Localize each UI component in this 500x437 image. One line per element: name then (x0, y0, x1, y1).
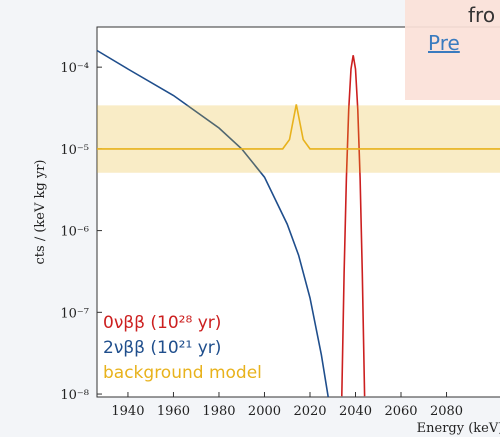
y-tick-label: 10⁻⁶ (60, 225, 89, 240)
x-tick-label: 1960 (157, 404, 190, 419)
series-line (97, 104, 500, 150)
y-tick-label: 10⁻⁴ (60, 61, 89, 76)
x-axis-label: Energy (keV) (417, 421, 500, 436)
legend-entry: background model (103, 363, 262, 383)
x-tick-label: 2060 (384, 404, 417, 419)
series-line (341, 55, 366, 397)
uncertainty-band (97, 105, 500, 173)
series-line (96, 49, 329, 398)
y-tick-label: 10⁻⁸ (60, 388, 89, 403)
plot-area (96, 49, 500, 398)
x-tick-label: 1940 (111, 404, 144, 419)
overlay-box (405, 0, 500, 100)
overlay-text: fro (468, 3, 495, 27)
y-tick-label: 10⁻⁷ (60, 306, 89, 321)
legend-entry: 2νββ (10²¹ yr) (103, 338, 221, 358)
legend: 0νββ (10²⁸ yr) 2νββ (10²¹ yr) background m… (103, 313, 262, 383)
x-tick-label: 1980 (202, 404, 235, 419)
y-axis-label: cts / (keV kg yr) (33, 160, 48, 265)
y-tick-label: 10⁻⁵ (60, 143, 89, 158)
legend-entry: 0νββ (10²⁸ yr) (103, 313, 221, 333)
x-tick-label: 2040 (339, 404, 372, 419)
overlay-link[interactable]: Pre (428, 31, 460, 55)
x-tick-label: 2000 (248, 404, 281, 419)
x-tick-label: 2080 (430, 404, 463, 419)
x-tick-label: 2020 (293, 404, 326, 419)
